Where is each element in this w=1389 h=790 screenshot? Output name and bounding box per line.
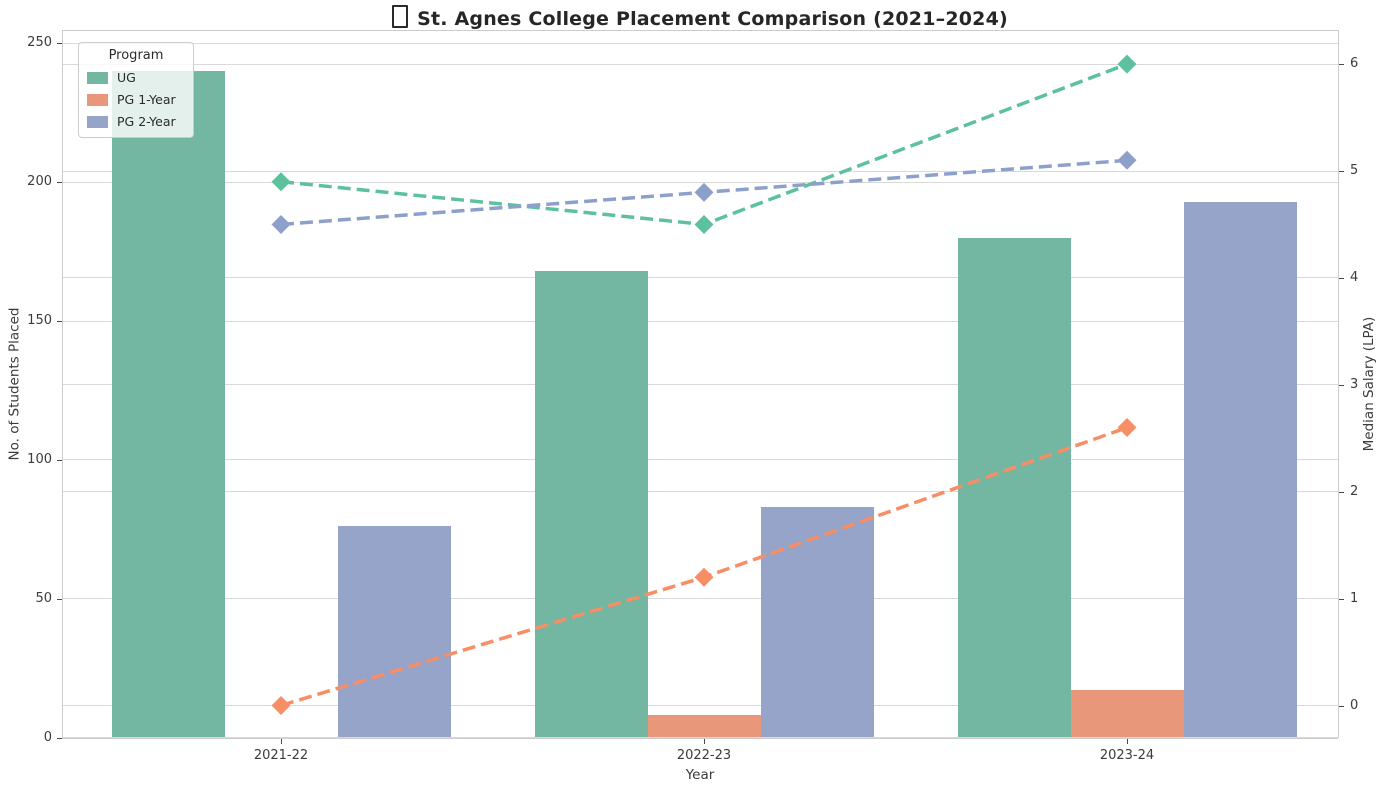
ytick-left-100 bbox=[57, 459, 62, 461]
ytick-left-0 bbox=[57, 737, 62, 739]
ytick-label-right-4: 4 bbox=[1350, 269, 1359, 285]
legend-label: PG 2-Year bbox=[117, 114, 176, 129]
gridline-left-150 bbox=[62, 320, 1338, 322]
bar-ug-2021-22 bbox=[111, 71, 225, 738]
legend-item-ug: UG bbox=[87, 70, 185, 85]
gridline-left-100 bbox=[62, 459, 1338, 461]
xtick-2023-24 bbox=[1127, 738, 1128, 744]
ytick-label-right-5: 5 bbox=[1350, 163, 1359, 178]
legend-label: PG 1-Year bbox=[117, 92, 176, 107]
ytick-label-left-50: 50 bbox=[35, 590, 52, 606]
marker-diamond-ug-2021-22 bbox=[271, 172, 291, 192]
marker-diamond-pg-2-year-2023-24 bbox=[1117, 150, 1137, 170]
right-axis-title: Median Salary (LPA) bbox=[1361, 316, 1377, 452]
x-axis-title: Year bbox=[685, 767, 715, 783]
gridline-right-1 bbox=[62, 598, 1338, 600]
ytick-left-150 bbox=[57, 321, 62, 323]
ytick-right-5 bbox=[1339, 171, 1344, 172]
ytick-left-200 bbox=[57, 182, 62, 184]
line-pg-2-year bbox=[280, 158, 1128, 227]
gridline-left-200 bbox=[62, 181, 1338, 183]
ytick-label-right-6: 6 bbox=[1350, 56, 1359, 72]
gridline-right-3 bbox=[62, 384, 1338, 386]
marker-diamond-pg-2-year-2021-22 bbox=[271, 214, 291, 234]
xtick-2021-22 bbox=[281, 738, 282, 744]
legend-item-pg-1-year: PG 1-Year bbox=[87, 92, 185, 107]
legend-swatch-ug bbox=[87, 71, 108, 84]
ytick-label-left-200: 200 bbox=[27, 174, 52, 190]
legend-swatch-pg-2-year bbox=[87, 115, 108, 128]
chart-title-text: St. Agnes College Placement Comparison (… bbox=[417, 8, 1008, 30]
ytick-label-left-250: 250 bbox=[27, 35, 52, 51]
ytick-label-right-1: 1 bbox=[1350, 590, 1359, 606]
ytick-right-3 bbox=[1339, 384, 1344, 386]
spine-top bbox=[62, 30, 1338, 31]
legend-title: Program bbox=[108, 48, 164, 63]
xtick-2022-23 bbox=[704, 738, 705, 744]
bar-ug-2023-24 bbox=[957, 237, 1071, 738]
legend-label: UG bbox=[117, 70, 136, 85]
gridline-right-5 bbox=[62, 170, 1338, 172]
gridline-right-4 bbox=[62, 277, 1338, 279]
bar-pg-2-year-2022-23 bbox=[760, 507, 874, 738]
line-ug bbox=[280, 62, 1128, 227]
ytick-left-50 bbox=[57, 598, 62, 600]
xtick-label-2023-24: 2023-24 bbox=[1099, 747, 1155, 763]
bar-pg-1-year-2022-23 bbox=[647, 715, 761, 738]
gridline-left-50 bbox=[62, 598, 1338, 600]
ytick-label-right-2: 2 bbox=[1350, 483, 1359, 499]
left-axis-title: No. of Students Placed bbox=[6, 307, 23, 461]
bar-ug-2022-23 bbox=[534, 271, 648, 738]
legend: Program UG PG 1-Year PG 2-Year bbox=[78, 42, 194, 138]
marker-diamond-ug-2022-23 bbox=[694, 214, 714, 234]
bar-pg-2-year-2023-24 bbox=[1183, 201, 1297, 738]
ytick-right-4 bbox=[1339, 277, 1344, 279]
spine-left bbox=[62, 30, 63, 738]
ytick-left-250 bbox=[57, 43, 62, 45]
marker-diamond-pg-1-year-2022-23 bbox=[694, 567, 714, 587]
legend-item-pg-2-year: PG 2-Year bbox=[87, 114, 185, 129]
ytick-label-left-0: 0 bbox=[43, 729, 52, 745]
ytick-right-0 bbox=[1339, 705, 1344, 707]
marker-diamond-pg-1-year-2021-22 bbox=[271, 696, 291, 715]
bar-pg-2-year-2021-22 bbox=[337, 526, 451, 738]
line-pg-1-year bbox=[280, 425, 1128, 708]
gridline-right-2 bbox=[62, 491, 1338, 493]
ytick-right-1 bbox=[1339, 598, 1344, 600]
missing-glyph-icon bbox=[392, 5, 409, 28]
ytick-right-2 bbox=[1339, 491, 1344, 493]
bar-pg-1-year-2023-24 bbox=[1070, 690, 1184, 738]
legend-swatch-pg-1-year bbox=[87, 93, 108, 106]
chart-title: St. Agnes College Placement Comparison (… bbox=[62, 5, 1338, 30]
xtick-label-2022-23: 2022-23 bbox=[676, 747, 732, 763]
ytick-right-6 bbox=[1339, 64, 1344, 66]
gridline-left-250 bbox=[62, 42, 1338, 44]
gridline-left-0 bbox=[62, 737, 1338, 738]
marker-diamond-pg-2-year-2022-23 bbox=[694, 182, 714, 202]
gridline-right-0 bbox=[62, 705, 1338, 706]
spine-bottom bbox=[62, 737, 1338, 739]
ytick-label-right-0: 0 bbox=[1350, 697, 1359, 713]
xtick-label-2021-22: 2021-22 bbox=[253, 747, 309, 763]
spine-right bbox=[1338, 30, 1339, 738]
gridline-right-6 bbox=[62, 63, 1338, 65]
marker-diamond-ug-2023-24 bbox=[1117, 54, 1137, 74]
marker-diamond-pg-1-year-2023-24 bbox=[1117, 418, 1137, 438]
